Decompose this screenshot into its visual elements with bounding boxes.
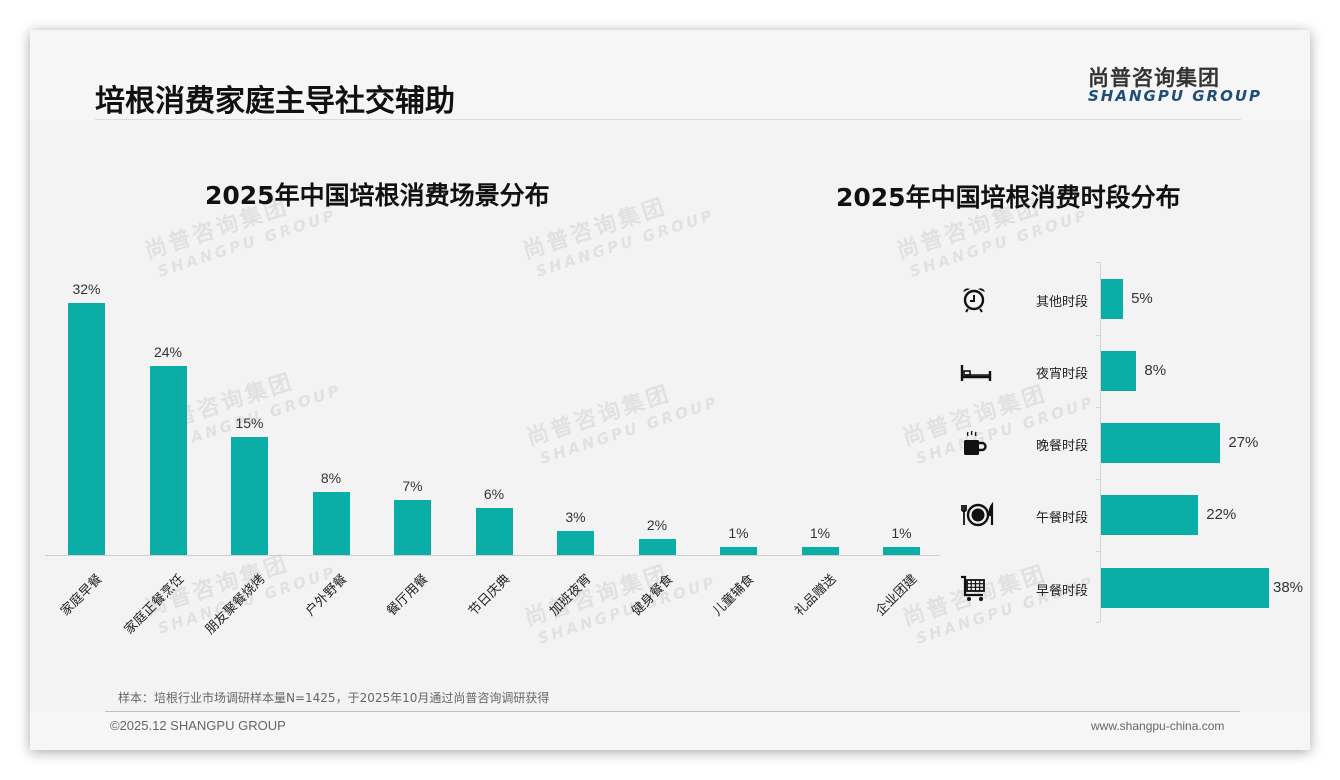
bar-value-label: 6% bbox=[483, 485, 505, 502]
copyright-text: ©2025.12 SHANGPU GROUP bbox=[110, 718, 286, 733]
scene-bar-chart: 32% 家庭早餐 24% 家庭正餐烹饪 15% 朋友聚餐烧烤 8% 户外野餐 7% 餐厅用餐 6% 节… bbox=[45, 260, 940, 638]
x-axis-category-label: 家庭早餐 bbox=[58, 571, 106, 620]
y-axis-category-label: 早餐时段 bbox=[1036, 584, 1089, 599]
x-axis-line bbox=[45, 555, 940, 556]
x-axis-category-label: 朋友聚餐烧烤 bbox=[203, 571, 269, 638]
logo-english: SHANGPU GROUP bbox=[1088, 87, 1263, 105]
bar-9 bbox=[720, 547, 757, 555]
bar-value-label: 1% bbox=[891, 525, 912, 542]
hbar-value-label: 8% bbox=[1144, 362, 1167, 379]
x-axis-category-label: 节日庆典 bbox=[466, 571, 514, 620]
plate-cutlery-icon bbox=[960, 501, 994, 529]
coffee-mug-icon bbox=[960, 429, 988, 457]
bar-value-label: 8% bbox=[320, 470, 342, 486]
footer-band bbox=[30, 712, 1310, 750]
bar-1 bbox=[68, 303, 105, 555]
axis-tick bbox=[1096, 262, 1100, 263]
hbar-5 bbox=[1101, 568, 1269, 608]
x-axis-category-label: 家庭正餐烹饪 bbox=[121, 571, 188, 638]
x-axis-category-label: 企业团建 bbox=[873, 571, 921, 620]
hbar-value-label: 22% bbox=[1206, 506, 1237, 523]
header-band bbox=[30, 30, 1310, 120]
bar-value-label: 1% bbox=[809, 525, 831, 542]
bar-6 bbox=[475, 507, 513, 555]
bar-4 bbox=[312, 492, 350, 555]
bar-value-label: 24% bbox=[153, 344, 183, 360]
axis-tick bbox=[1096, 335, 1100, 336]
bar-value-label: 2% bbox=[646, 517, 668, 534]
title-divider bbox=[95, 119, 1241, 120]
bar-value-label: 7% bbox=[402, 477, 423, 494]
x-axis-category-label: 儿童辅食 bbox=[710, 571, 758, 620]
hbar-value-label: 5% bbox=[1131, 290, 1153, 307]
alarm-clock-icon bbox=[960, 285, 988, 313]
watermark: 尚普咨询集团 SHANGPU GROUP bbox=[520, 542, 719, 649]
left-chart-title: 2025年中国培根消费场景分布 bbox=[205, 181, 550, 210]
shopping-cart-icon bbox=[960, 574, 988, 602]
axis-tick bbox=[1096, 622, 1100, 623]
hbar-value-label: 38% bbox=[1273, 579, 1304, 596]
axis-tick bbox=[1096, 407, 1100, 408]
page-title: 培根消费家庭主导社交辅助 bbox=[95, 84, 455, 119]
bar-8 bbox=[638, 539, 676, 555]
hbar-1 bbox=[1101, 279, 1124, 319]
bar-value-label: 3% bbox=[565, 509, 586, 526]
hbar-4 bbox=[1101, 495, 1199, 535]
y-axis-line bbox=[1100, 262, 1101, 622]
website-link[interactable]: www.shangpu-china.com bbox=[1091, 719, 1225, 733]
footer-divider bbox=[105, 711, 1240, 712]
logo-chinese: 尚普咨询集团 bbox=[1088, 66, 1220, 90]
axis-tick bbox=[1096, 479, 1100, 480]
x-axis-category-label: 加班夜宵 bbox=[547, 571, 595, 620]
watermark-en: SHANGPU GROUP bbox=[913, 392, 1098, 468]
hbar-3 bbox=[1101, 423, 1221, 463]
bar-3 bbox=[231, 436, 268, 555]
bar-value-label: 1% bbox=[728, 525, 749, 542]
bar-7 bbox=[557, 531, 594, 555]
y-axis-category-label: 其他时段 bbox=[1036, 295, 1089, 310]
axis-tick bbox=[1096, 551, 1100, 552]
bar-10 bbox=[801, 547, 839, 555]
bar-5 bbox=[394, 499, 431, 555]
right-chart-title: 2025年中国培根消费时段分布 bbox=[836, 183, 1181, 212]
hbar-2 bbox=[1101, 351, 1137, 391]
slide: 培根消费家庭主导社交辅助 尚普咨询集团 SHANGPU GROUP 尚普咨询集团… bbox=[30, 30, 1310, 750]
bar-value-label: 15% bbox=[235, 414, 264, 431]
bar-11 bbox=[883, 547, 920, 555]
y-axis-category-label: 午餐时段 bbox=[1036, 511, 1089, 526]
y-axis-category-label: 夜宵时段 bbox=[1036, 367, 1089, 382]
hbar-value-label: 27% bbox=[1228, 434, 1259, 451]
bar-2 bbox=[149, 366, 187, 555]
bed-icon bbox=[960, 357, 992, 385]
x-axis-category-label: 健身餐食 bbox=[629, 571, 677, 620]
sample-note: 样本：培根行业市场调研样本量N=1425，于2025年10月通过尚普咨询调研获得 bbox=[118, 691, 550, 705]
x-axis-category-label: 礼品赠送 bbox=[792, 571, 840, 620]
x-axis-category-label: 户外野餐 bbox=[303, 571, 351, 620]
y-axis-category-label: 晚餐时段 bbox=[1036, 439, 1089, 454]
bar-value-label: 32% bbox=[72, 281, 101, 297]
x-axis-category-label: 餐厅用餐 bbox=[384, 571, 432, 620]
